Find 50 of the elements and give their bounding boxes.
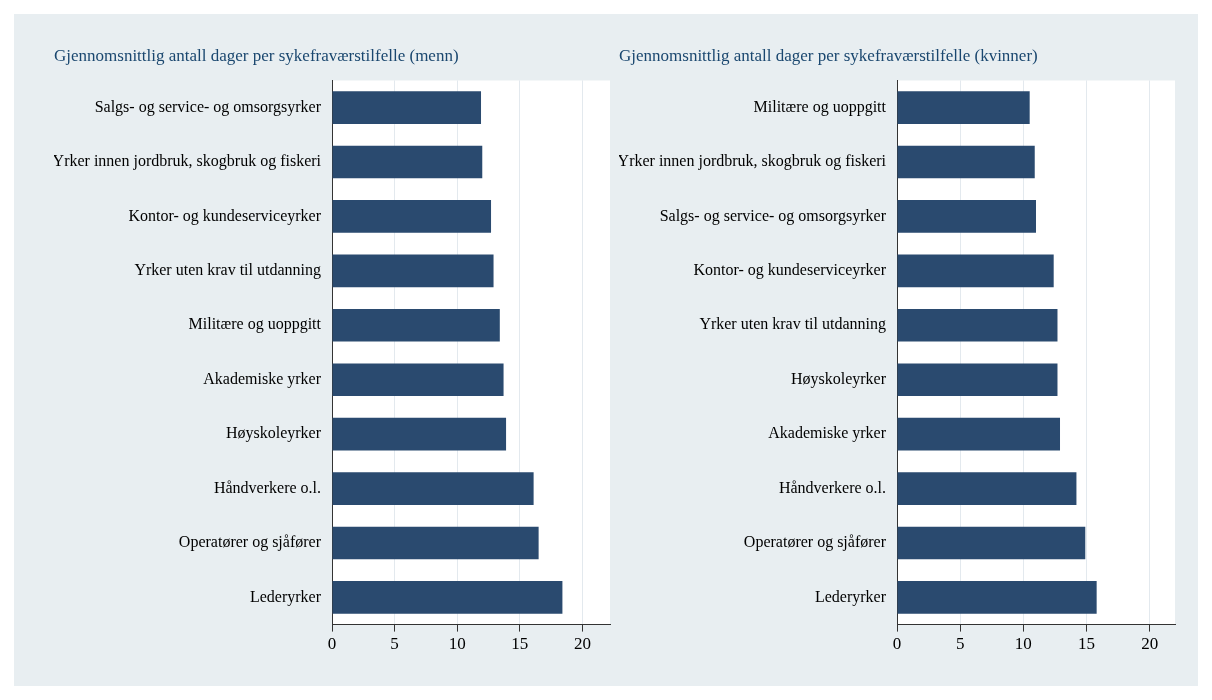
bar — [332, 145, 483, 179]
x-tick-label: 20 — [573, 634, 591, 654]
x-tick-label: 0 — [892, 634, 902, 654]
x-tick-label: 15 — [511, 634, 529, 654]
x-tick-label: 5 — [955, 634, 965, 654]
chart-title: Gjennomsnittlig antall dager per sykefraværstilfelle (menn) — [54, 45, 459, 65]
bar — [897, 472, 1077, 505]
bar — [897, 91, 1030, 124]
y-tick-label: Operatører og sjåfører — [178, 533, 322, 552]
y-tick-label: Lederyrker — [249, 587, 322, 606]
y-tick-label: Håndverkere o.l. — [778, 478, 886, 496]
y-tick-label: Kontor- og kundeserviceyrker — [128, 206, 322, 225]
x-tick-label: 5 — [390, 634, 399, 654]
bar — [897, 145, 1035, 179]
bar — [332, 308, 500, 342]
y-tick-label: Håndverkere o.l. — [213, 478, 321, 496]
y-tick-label: Høyskoleyrker — [790, 369, 887, 388]
bar — [332, 526, 539, 560]
bar — [897, 526, 1086, 560]
bar — [332, 472, 534, 505]
y-tick-label: Akademiske yrker — [203, 369, 322, 388]
bar — [332, 91, 482, 124]
x-tick-label: 0 — [327, 634, 337, 654]
bar — [897, 254, 1054, 288]
y-tick-label: Høyskoleyrker — [225, 424, 322, 443]
y-tick-label: Militære og uoppgitt — [188, 315, 322, 334]
y-tick-label: Yrker uten krav til utdanning — [134, 261, 321, 280]
x-tick-label: 15 — [1078, 634, 1096, 654]
x-tick-label: 20 — [1141, 634, 1159, 654]
bar — [332, 417, 507, 451]
x-tick-label: 10 — [1014, 634, 1032, 654]
bar — [897, 417, 1061, 451]
chart-title: Gjennomsnittlig antall dager per sykefraværstilfelle (kvinner) — [619, 45, 1038, 65]
y-tick-label: Yrker uten krav til utdanning — [699, 315, 886, 334]
y-tick-label: Salgs- og service- og omsorgsyrker — [94, 97, 322, 116]
y-tick-label: Akademiske yrker — [768, 424, 887, 443]
bar — [897, 308, 1058, 342]
y-tick-label: Operatører og sjåfører — [743, 533, 887, 552]
bar — [332, 363, 504, 397]
y-tick-label: Lederyrker — [814, 587, 887, 606]
bar — [332, 200, 492, 233]
y-tick-label: Kontor- og kundeserviceyrker — [693, 261, 887, 280]
bar — [332, 254, 494, 288]
x-tick-label: 10 — [448, 634, 466, 654]
bar — [897, 363, 1058, 397]
y-tick-label: Salgs- og service- og omsorgsyrker — [659, 206, 887, 225]
bar — [897, 200, 1036, 233]
bar — [332, 581, 563, 614]
bar — [897, 581, 1097, 614]
y-tick-label: Militære og uoppgitt — [753, 97, 887, 116]
